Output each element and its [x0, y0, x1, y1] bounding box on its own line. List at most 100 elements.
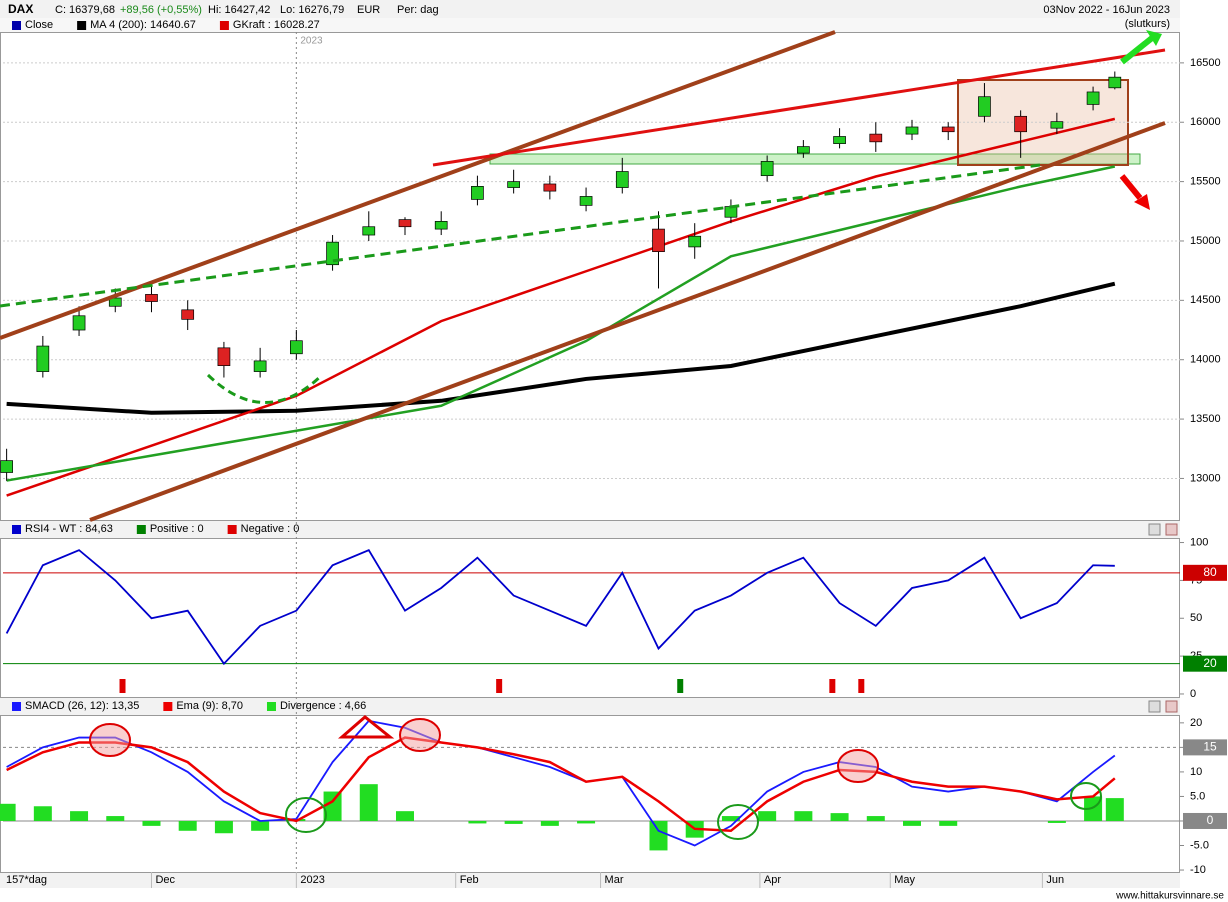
legend-swatch — [77, 21, 87, 30]
candle-body — [579, 196, 593, 206]
divergence-bar — [178, 820, 197, 831]
arrow-head — [1134, 194, 1150, 210]
circle — [717, 804, 759, 840]
candle-body — [434, 221, 448, 230]
trend-line — [0, 30, 836, 340]
level-label: 20 — [1203, 656, 1217, 670]
candle-body — [362, 226, 376, 236]
macd-legend-bar — [0, 698, 1180, 715]
x-tick-label: Feb — [460, 874, 479, 886]
legend-label: Close — [25, 19, 53, 31]
symbol: DAX — [8, 2, 33, 16]
trend-line — [432, 48, 1166, 167]
level-badge — [1183, 655, 1227, 672]
candle-body — [72, 315, 86, 331]
candle-body — [869, 133, 883, 143]
divergence-bar — [649, 820, 668, 851]
circle — [285, 797, 327, 833]
legend-swatch — [12, 702, 21, 711]
candle-body — [905, 126, 919, 135]
candle-body — [1108, 76, 1122, 89]
candle-body — [543, 183, 557, 192]
settings-icon[interactable] — [1148, 700, 1161, 713]
divergence-bar — [721, 816, 740, 821]
settings-icon[interactable] — [1148, 523, 1161, 536]
legend-swatch — [266, 702, 276, 711]
line-series — [6, 719, 1116, 847]
candle-body — [760, 161, 774, 177]
x-tick-label: Apr — [764, 874, 781, 886]
candle-body — [289, 340, 303, 355]
year-label: 2023 — [300, 36, 323, 47]
y-tick-label: 50 — [1190, 612, 1202, 624]
signal-bar — [496, 679, 503, 693]
currency: EUR — [357, 4, 380, 16]
candle-body — [145, 294, 158, 302]
candle-body — [978, 96, 991, 117]
divergence-bar — [0, 803, 16, 821]
arrow-head — [1146, 30, 1162, 46]
change: +89,56 (+0,55%) — [120, 4, 202, 16]
candle-body — [507, 181, 520, 188]
x-axis-bar — [0, 872, 1180, 888]
x-tick-label: 2023 — [300, 874, 324, 886]
candle-body — [108, 297, 122, 307]
macd-frame — [0, 715, 1180, 873]
candle-body — [36, 345, 50, 372]
signal-bar — [829, 679, 836, 693]
divergence-bar — [939, 820, 958, 826]
y-tick-label: 16500 — [1190, 57, 1221, 69]
divergence-bar — [504, 820, 523, 824]
divergence-bar — [794, 811, 813, 821]
divergence-bar — [251, 820, 270, 831]
close-price: C: 16379,68 — [55, 4, 115, 16]
candle-body — [217, 347, 231, 366]
signal-bar — [119, 679, 126, 693]
level-badge — [1183, 812, 1227, 829]
legend-label: Ema (9): 8,70 — [176, 700, 243, 712]
divergence-bar — [540, 820, 559, 826]
panel-icons — [1148, 523, 1178, 713]
level-label: 15 — [1203, 740, 1217, 754]
rsi-frame — [0, 538, 1180, 698]
legend-swatch — [219, 21, 229, 30]
arrow-up — [1120, 35, 1154, 65]
divergence-bar — [468, 820, 487, 824]
divergence-bar — [866, 816, 885, 821]
legend-swatch — [136, 525, 146, 534]
candle-body — [797, 146, 810, 154]
candle-body — [941, 126, 955, 133]
x-tick-label: Dec — [155, 874, 175, 886]
signal-bar — [677, 679, 684, 693]
y-tick-label: 14000 — [1190, 354, 1221, 366]
legend-label: RSI4 - WT : 84,63 — [25, 523, 113, 535]
high-price: Hi: 16427,42 — [208, 4, 270, 16]
divergence-bar — [106, 816, 125, 821]
line-series — [6, 165, 1116, 482]
y-tick-label: 0 — [1190, 688, 1196, 700]
trend-line — [89, 121, 1166, 522]
divergence-bar — [1084, 796, 1103, 821]
x-tick-label: Jun — [1046, 874, 1064, 886]
divergence-bar — [214, 820, 233, 834]
candle-body — [1086, 91, 1100, 105]
divergence-bar — [395, 811, 414, 821]
line-series — [5, 548, 1115, 666]
circle — [89, 723, 131, 757]
divergence-bar — [903, 820, 922, 826]
legend-label: MA 4 (200): 14640.67 — [90, 19, 196, 31]
divergence-bar — [758, 811, 777, 821]
period: Per: dag — [397, 4, 439, 16]
circle — [399, 718, 441, 752]
close-icon[interactable] — [1165, 523, 1178, 536]
close-icon[interactable] — [1165, 700, 1178, 713]
candle-body — [1050, 121, 1064, 129]
annotations — [0, 30, 1166, 840]
circle — [837, 749, 879, 783]
legend-bar — [0, 18, 1180, 32]
candle-body — [398, 219, 412, 228]
y-tick-label: 13500 — [1190, 413, 1221, 425]
level-label: 0 — [1207, 813, 1214, 827]
legend-swatch — [12, 525, 21, 534]
